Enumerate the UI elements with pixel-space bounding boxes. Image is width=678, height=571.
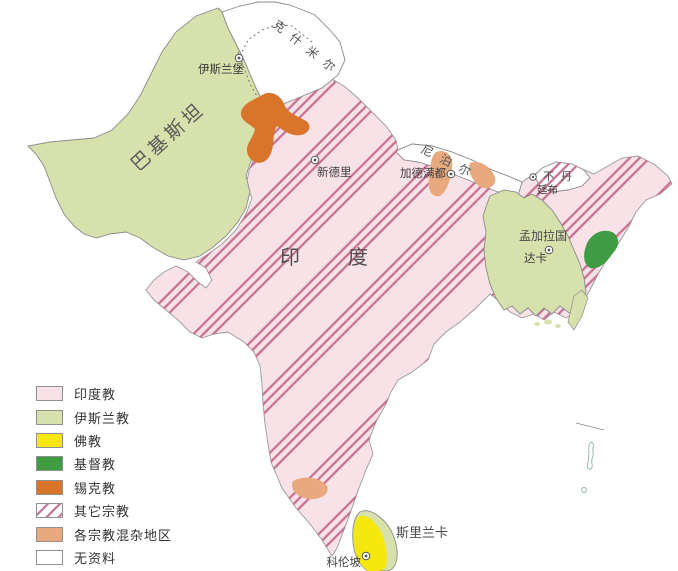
- legend-label: 锡克教: [74, 480, 117, 496]
- thimphu-label: 廷布: [537, 184, 558, 196]
- region-pakistan-islam: [27, 7, 269, 261]
- city-marker-kathmandu: [446, 169, 456, 179]
- legend-label: 各宗教混杂地区: [74, 527, 173, 543]
- region-chittagong-islam-strip: [567, 289, 589, 331]
- region-bangladesh-islam: [482, 189, 587, 319]
- colombo-label: 科伦坡: [327, 555, 362, 569]
- india-label: 印度: [280, 246, 416, 269]
- legend-item-buddhism: 佛教: [36, 429, 172, 452]
- legend-item-islam: 伊斯兰教: [36, 405, 172, 428]
- region-northeast-christianity: [584, 230, 619, 269]
- region-punjab-sikhism: [240, 92, 310, 163]
- coastal-island: [555, 324, 561, 328]
- legend-label: 无资料: [74, 550, 117, 566]
- legend-swatch-nodata: [36, 549, 63, 565]
- kathmandu-label: 加德满都: [400, 166, 446, 180]
- city-marker-islamabad: [234, 53, 244, 63]
- legend-swatch-buddhism: [36, 432, 63, 448]
- bhutan-label: 不丹: [543, 171, 579, 183]
- region-kashmir-nodata: [221, 1, 346, 111]
- legend-item-other: 其它宗教: [36, 499, 172, 522]
- legend-label: 其它宗教: [74, 504, 131, 520]
- legend-label: 伊斯兰教: [74, 410, 131, 426]
- city-marker-dhaka: [544, 245, 554, 255]
- islamabad-label: 伊斯兰堡: [198, 62, 244, 76]
- legend-item-hindu: 印度教: [36, 382, 172, 405]
- coastal-island: [534, 322, 540, 326]
- region-bhutan-stripes: [534, 162, 590, 192]
- legend-label: 印度教: [74, 387, 117, 403]
- kashmir-west-dashed-line: [237, 51, 267, 109]
- legend-item-mixed: 各宗教混杂地区: [36, 522, 172, 545]
- city-marker-colombo: [361, 551, 371, 561]
- legend: 印度教伊斯兰教佛教基督教锡克教其它宗教各宗教混杂地区 无资料: [36, 382, 172, 569]
- legend-swatch-sikhism: [36, 479, 63, 495]
- andaman-island-small: [581, 487, 587, 493]
- city-marker-new-delhi: [310, 155, 320, 165]
- legend-label: 佛教: [74, 433, 103, 449]
- legend-item-christianity: 基督教: [36, 452, 172, 475]
- legend-swatch-other: [36, 503, 63, 519]
- bangladesh-label: 孟加拉国: [519, 228, 567, 243]
- legend-item-nodata: 无资料: [36, 546, 172, 569]
- legend-item-sikhism: 锡克教: [36, 476, 172, 499]
- city-marker-thimphu: [529, 173, 537, 181]
- region-india-other-religions-stripes: [146, 78, 672, 556]
- legend-swatch-christianity: [36, 456, 63, 472]
- region-nepal-mixed-east: [469, 161, 496, 189]
- region-nepal-mixed-kathmandu: [428, 150, 453, 197]
- dhaka-label: 达卡: [524, 251, 547, 265]
- legend-swatch-hindu: [36, 386, 63, 402]
- map-boundary-segment: [575, 422, 605, 431]
- coastal-island: [544, 319, 552, 325]
- srilanka-label: 斯里兰卡: [396, 525, 448, 540]
- andaman-islands-outline: [586, 441, 594, 470]
- legend-label: 基督教: [74, 457, 117, 473]
- legend-swatch-islam: [36, 409, 63, 425]
- legend-swatch-mixed: [36, 526, 63, 542]
- new-delhi-label: 新德里: [317, 165, 352, 179]
- region-south-india-mixed: [292, 477, 328, 500]
